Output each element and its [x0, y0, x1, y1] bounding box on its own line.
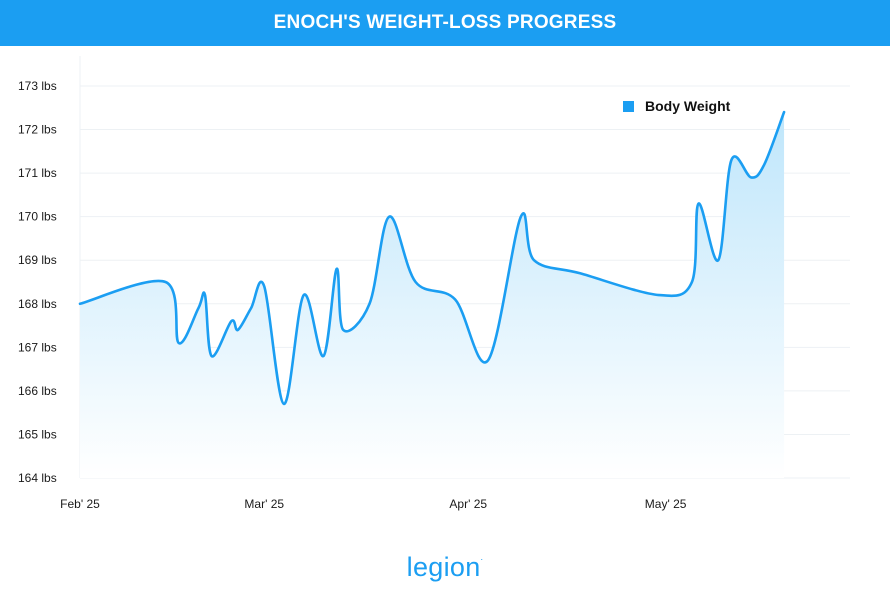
data-point: [532, 258, 536, 262]
y-tick-label: 170 lbs: [18, 210, 57, 224]
data-point: [262, 284, 266, 288]
legion-logo: legion.: [0, 552, 890, 583]
data-point: [387, 215, 391, 219]
x-tick-label: Apr' 25: [449, 497, 487, 511]
data-point: [203, 293, 207, 297]
body-weight-line: [78, 110, 786, 406]
legend: Body Weight: [623, 98, 731, 114]
data-point: [414, 280, 418, 284]
data-point: [321, 354, 325, 358]
data-point: [697, 202, 701, 206]
y-tick-label: 167 lbs: [18, 340, 57, 354]
data-point: [762, 162, 766, 166]
data-point: [229, 319, 233, 323]
x-tick-label: Mar' 25: [244, 497, 284, 511]
y-tick-label: 165 lbs: [18, 427, 57, 441]
data-point: [729, 158, 733, 162]
data-point: [486, 358, 490, 362]
data-point: [335, 267, 339, 271]
legend-swatch-body-weight: [623, 101, 634, 112]
data-point: [177, 341, 181, 345]
data-point: [210, 354, 214, 358]
y-tick-label: 171 lbs: [18, 166, 57, 180]
y-axis-ticks: 164 lbs 165 lbs 166 lbs 167 lbs 168 lbs 169 l…: [18, 79, 57, 485]
data-point: [196, 306, 200, 310]
data-point: [453, 297, 457, 301]
weight-chart: 164 lbs 165 lbs 166 lbs 167 lbs 168 lbs 169 l…: [18, 56, 850, 511]
data-point: [341, 328, 345, 332]
data-point: [578, 271, 582, 275]
x-axis-ticks: Feb' 25 Mar' 25 Apr' 25 May' 25: [60, 497, 687, 511]
y-tick-label: 168 lbs: [18, 297, 57, 311]
data-point: [657, 293, 661, 297]
data-point: [282, 402, 286, 406]
title-banner: ENOCH'S WEIGHT-LOSS PROGRESS: [0, 0, 890, 46]
logo-mark: .: [480, 552, 484, 562]
legend-label-body-weight: Body Weight: [645, 98, 731, 114]
chart-title: ENOCH'S WEIGHT-LOSS PROGRESS: [273, 12, 617, 33]
y-tick-label: 166 lbs: [18, 384, 57, 398]
y-tick-label: 164 lbs: [18, 471, 57, 485]
data-point: [236, 328, 240, 332]
data-point: [368, 302, 372, 306]
data-point: [249, 306, 253, 310]
x-tick-label: Feb' 25: [60, 497, 100, 511]
logo-wordmark: legion: [406, 552, 481, 582]
data-point: [749, 175, 753, 179]
y-tick-label: 172 lbs: [18, 123, 57, 137]
data-point: [519, 215, 523, 219]
data-point: [164, 280, 168, 284]
data-point: [302, 293, 306, 297]
y-tick-label: 173 lbs: [18, 79, 57, 93]
data-point: [716, 258, 720, 262]
y-tick-label: 169 lbs: [18, 253, 57, 267]
body-weight-area: [80, 112, 785, 478]
data-point: [690, 280, 694, 284]
data-point: [782, 110, 786, 114]
data-point: [78, 302, 82, 306]
x-tick-label: May' 25: [645, 497, 687, 511]
